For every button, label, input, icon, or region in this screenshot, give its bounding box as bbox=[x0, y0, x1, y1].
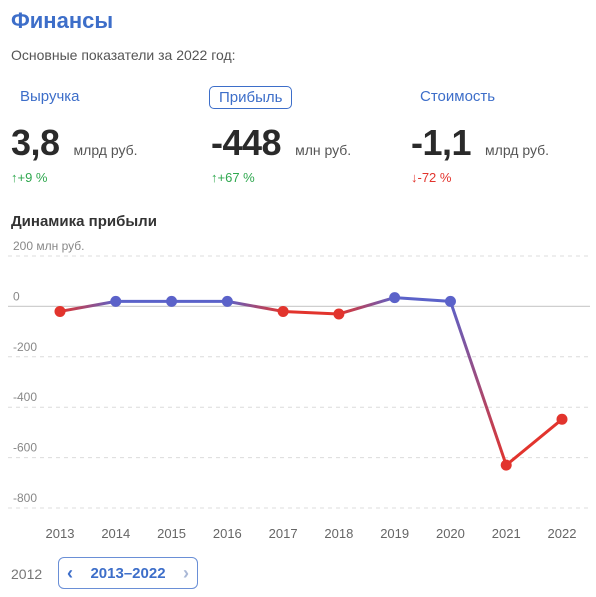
metric-cost-unit: млрд руб. bbox=[485, 142, 550, 158]
year-range-selector[interactable]: ‹ 2013–2022 › bbox=[58, 557, 198, 589]
data-point bbox=[54, 305, 66, 317]
y-tick-label: -800 bbox=[13, 491, 37, 505]
data-point bbox=[110, 295, 122, 307]
series-line-segment bbox=[281, 309, 341, 316]
metric-tab-revenue[interactable]: Выручка bbox=[20, 88, 80, 105]
x-tick-label: 2017 bbox=[269, 526, 298, 541]
metric-profit-value: -448 bbox=[211, 122, 282, 163]
series-line-segment bbox=[337, 296, 397, 316]
metric-profit-value-group: -448 млн руб. bbox=[211, 122, 351, 164]
chart-section-title: Динамика прибыли bbox=[11, 213, 157, 230]
x-tick-label: 2020 bbox=[436, 526, 465, 541]
data-point bbox=[333, 308, 345, 320]
y-tick-label: -200 bbox=[13, 340, 37, 354]
range-start-year: 2012 bbox=[11, 566, 43, 582]
metric-tab-profit[interactable]: Прибыль bbox=[209, 86, 293, 109]
page-subtitle: Основные показатели за 2022 год: bbox=[11, 47, 236, 63]
series-line-segment bbox=[58, 299, 118, 313]
x-tick-label: 2015 bbox=[157, 526, 186, 541]
series-line-segment bbox=[448, 299, 508, 467]
profit-line-chart: 200 млн руб. 0 -200 -400 -600 -800 2013 2014 201… bbox=[8, 239, 590, 541]
y-tick-label: -600 bbox=[13, 441, 37, 455]
metric-revenue-value-group: 3,8 млрд руб. bbox=[11, 122, 138, 164]
data-point bbox=[166, 295, 178, 307]
x-tick-label: 2013 bbox=[46, 526, 75, 541]
x-tick-label: 2014 bbox=[101, 526, 130, 541]
series-line-segment bbox=[393, 296, 452, 303]
metric-profit-unit: млн руб. bbox=[295, 142, 352, 158]
x-tick-label: 2018 bbox=[324, 526, 353, 541]
metric-revenue-unit: млрд руб. bbox=[73, 142, 138, 158]
y-tick-label: 200 млн руб. bbox=[13, 239, 84, 253]
y-tick-label: -400 bbox=[13, 390, 37, 404]
x-tick-label: 2022 bbox=[548, 526, 577, 541]
year-range-label: 2013–2022 bbox=[90, 564, 166, 582]
page-title: Финансы bbox=[11, 8, 114, 33]
data-point bbox=[444, 295, 456, 307]
x-tick-label: 2021 bbox=[492, 526, 521, 541]
metric-revenue-value: 3,8 bbox=[11, 122, 60, 163]
data-point bbox=[556, 413, 568, 425]
metric-cost-value-group: -1,1 млрд руб. bbox=[411, 122, 549, 164]
y-tick-label: 0 bbox=[13, 289, 20, 303]
metric-profit-change: ↑+67 % bbox=[211, 170, 255, 185]
x-tick-label: 2019 bbox=[380, 526, 409, 541]
metric-tab-cost[interactable]: Стоимость bbox=[420, 88, 496, 105]
data-point bbox=[500, 459, 512, 471]
metric-cost-value: -1,1 bbox=[411, 122, 472, 163]
data-point bbox=[277, 305, 289, 317]
series-line-segment bbox=[504, 417, 564, 467]
data-point bbox=[221, 295, 233, 307]
chevron-right-icon[interactable]: › bbox=[183, 562, 189, 583]
chevron-left-icon[interactable]: ‹ bbox=[67, 562, 73, 583]
x-tick-label: 2016 bbox=[213, 526, 242, 541]
data-point bbox=[389, 292, 401, 304]
metric-cost-change: ↓-72 % bbox=[411, 170, 452, 185]
metric-revenue-change: ↑+9 % bbox=[11, 170, 48, 185]
series-line-segment bbox=[225, 299, 285, 313]
